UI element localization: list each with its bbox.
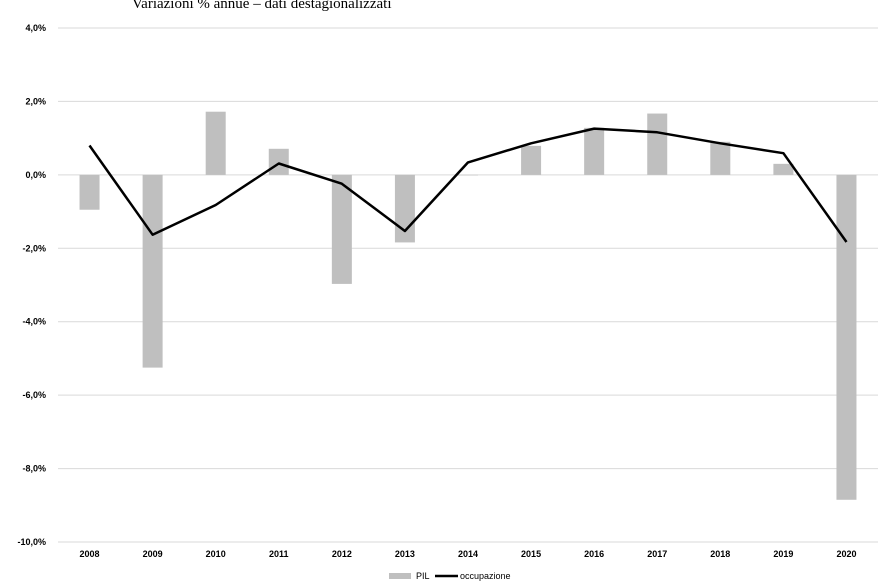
x-tick-label: 2008 [80, 549, 100, 559]
x-tick-label: 2010 [206, 549, 226, 559]
pil-bar [710, 141, 731, 175]
x-axis-ticks: 2008 2009 2010 2011 2012 2013 2014 2015 2016 2017… [80, 549, 857, 559]
x-tick-label: 2014 [458, 549, 478, 559]
y-tick-label: -8,0% [22, 464, 46, 474]
pil-bar [394, 174, 415, 243]
occupazione-series-line [88, 127, 848, 243]
x-tick-label: 2019 [773, 549, 793, 559]
pil-bar [142, 174, 163, 368]
x-tick-label: 2020 [836, 549, 856, 559]
y-tick-label: 0,0% [25, 170, 46, 180]
x-tick-label: 2012 [332, 549, 352, 559]
pil-bar [205, 111, 226, 175]
y-tick-label: -10,0% [17, 537, 46, 547]
x-tick-label: 2017 [647, 549, 667, 559]
y-tick-label: 4,0% [25, 23, 46, 33]
pil-bar [836, 174, 857, 500]
legend-pil-label: PIL [416, 571, 430, 581]
pil-bar [647, 113, 668, 175]
legend-pil-swatch [389, 573, 411, 579]
x-tick-label: 2011 [269, 549, 289, 559]
y-tick-label: -6,0% [22, 390, 46, 400]
pil-bars [79, 111, 857, 500]
pil-bar [331, 174, 352, 284]
x-tick-label: 2016 [584, 549, 604, 559]
occupazione-line [88, 127, 848, 243]
legend-occupazione-label: occupazione [460, 571, 511, 581]
y-tick-label: -2,0% [22, 243, 46, 253]
x-tick-label: 2013 [395, 549, 415, 559]
grid-lines [58, 27, 878, 543]
pil-bar [521, 145, 542, 175]
y-tick-label: 2,0% [25, 96, 46, 106]
pil-bar [584, 127, 605, 175]
legend: PIL occupazione [389, 571, 511, 581]
x-tick-label: 2009 [143, 549, 163, 559]
pil-bar [458, 174, 478, 176]
y-axis-ticks: -10,0% -8,0% -6,0% -4,0% -2,0% 0,0% 2,0% 4,0% [17, 23, 46, 547]
y-tick-label: -4,0% [22, 317, 46, 327]
pil-bar [773, 163, 794, 175]
pil-bar [268, 148, 289, 175]
pil-bar [79, 174, 100, 210]
x-tick-label: 2018 [710, 549, 730, 559]
chart-subtitle: Variazioni % annue – dati destagionalizz… [132, 0, 391, 12]
x-tick-label: 2015 [521, 549, 541, 559]
